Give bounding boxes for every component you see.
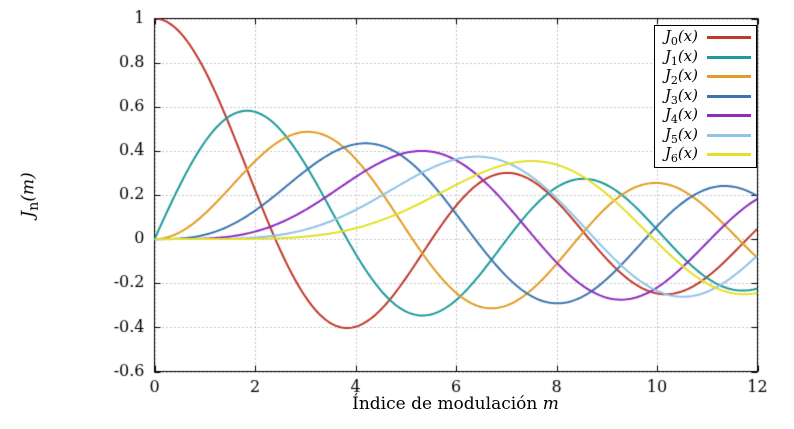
legend-label: J3(x) [664, 85, 698, 107]
legend: J0(x) J1(x) J2(x) J3(x) J4(x) J5(x) J6(x) [653, 25, 757, 168]
legend-item: J5(x) [664, 124, 751, 146]
legend-label: J5(x) [664, 124, 698, 146]
legend-label: J0(x) [664, 27, 698, 49]
legend-item: J2(x) [664, 66, 751, 88]
legend-line-sample [707, 55, 751, 59]
legend-line-sample [707, 75, 751, 79]
legend-item: J0(x) [664, 27, 751, 49]
legend-item: J6(x) [664, 144, 751, 166]
legend-label: J4(x) [664, 105, 698, 127]
legend-label: J2(x) [664, 66, 698, 88]
legend-item: J4(x) [664, 105, 751, 127]
x-axis-label: Índice de modulación m [352, 394, 559, 414]
y-axis-label: Jn(m) [18, 172, 42, 218]
legend-line-sample [707, 94, 751, 98]
legend-label: J6(x) [664, 144, 698, 166]
legend-line-sample [707, 114, 751, 118]
legend-item: J1(x) [664, 46, 751, 68]
legend-label: J1(x) [664, 46, 698, 68]
legend-line-sample [707, 36, 751, 40]
legend-item: J3(x) [664, 85, 751, 107]
legend-line-sample [707, 153, 751, 157]
legend-line-sample [707, 133, 751, 137]
